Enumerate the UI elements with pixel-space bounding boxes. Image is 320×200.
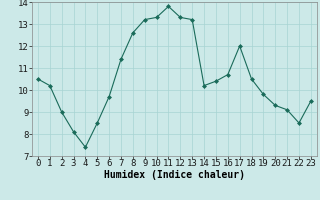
X-axis label: Humidex (Indice chaleur): Humidex (Indice chaleur) bbox=[104, 170, 245, 180]
